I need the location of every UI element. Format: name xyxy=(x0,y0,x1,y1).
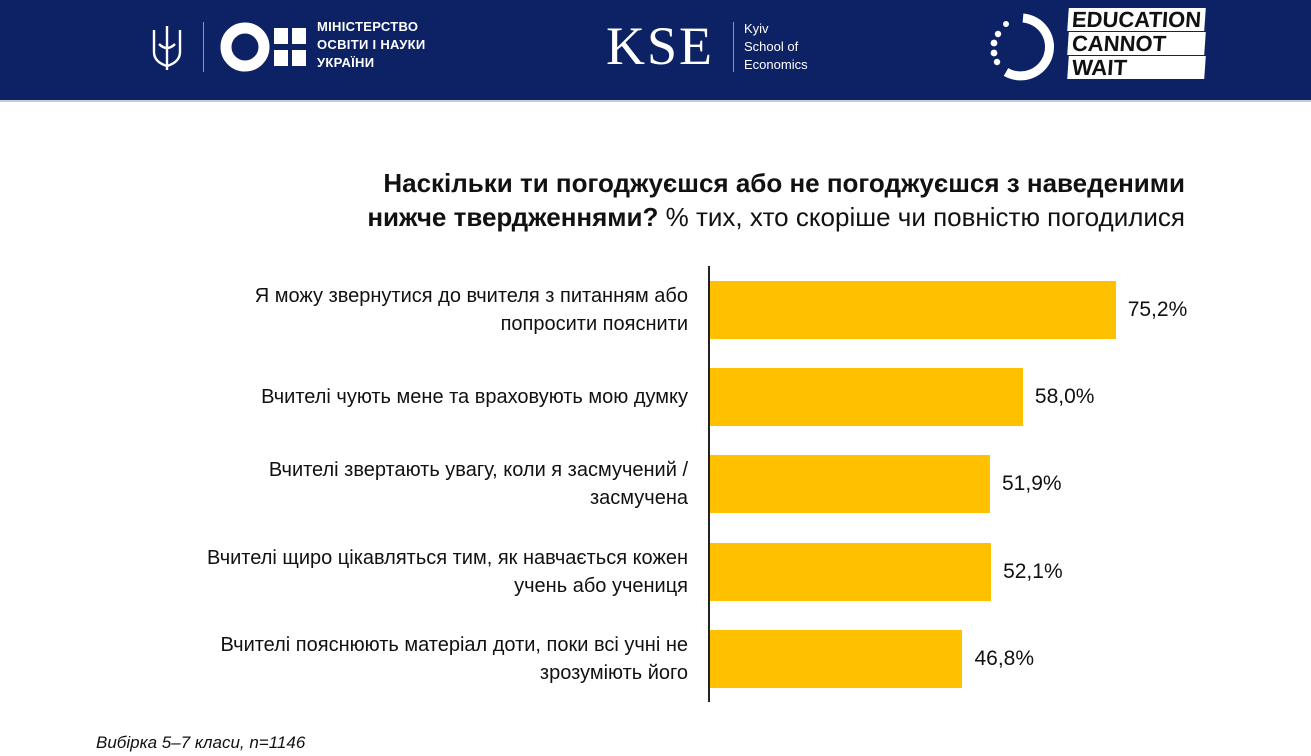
y-axis-line xyxy=(708,266,710,702)
bar-1 xyxy=(710,281,1116,339)
kse-logo: KSE xyxy=(606,16,715,76)
divider xyxy=(203,22,204,72)
ministry-line-1: МІНІСТЕРСТВО xyxy=(317,19,419,34)
kse-divider xyxy=(733,22,734,72)
value-label-3: 51,9% xyxy=(1002,472,1062,496)
bar-2 xyxy=(710,368,1023,427)
ministry-name: МІНІСТЕРСТВО ОСВІТИ І НАУКИ УКРАЇНИ xyxy=(317,18,425,72)
kse-sub-line-3: Economics xyxy=(744,57,808,72)
ecw-word-2: CANNOT xyxy=(1067,31,1206,56)
chart-title-line1: Наскільки ти погоджуєшся або не погоджує… xyxy=(383,168,1185,198)
header-divider xyxy=(0,100,1311,102)
value-label-2: 58,0% xyxy=(1034,385,1095,409)
trident-icon xyxy=(152,26,182,70)
ministry-line-3: УКРАЇНИ xyxy=(317,55,375,70)
kse-subtitle: Kyiv School of Economics xyxy=(744,20,808,74)
kse-sub-line-1: Kyiv xyxy=(744,21,769,36)
category-label-3: Вчителі звертають увагу, коли я засмучен… xyxy=(268,459,688,510)
ecw-logo-words: EDUCATION CANNOT WAIT xyxy=(1067,7,1206,80)
chart-title-line2: нижче твердженнями? xyxy=(367,202,659,232)
category-label-4: Вчителі щиро цікавляться тим, як навчаєт… xyxy=(207,546,688,597)
ministry-logo-icon xyxy=(220,22,306,72)
ecw-ring-icon xyxy=(990,13,1055,81)
chart-subtitle: % тих, хто скоріше чи повністю погодилис… xyxy=(665,202,1185,232)
sample-footnote: Вибірка 5–7 класи, n=1146 xyxy=(96,733,306,752)
bar-3 xyxy=(710,455,990,514)
chart-title-block: Наскільки ти погоджуєшся або не погоджує… xyxy=(367,166,1185,234)
ecw-word-1: EDUCATION xyxy=(1067,7,1206,32)
category-label-1: Я можу звернутися до вчителя з питанням … xyxy=(254,285,688,335)
value-label-4: 52,1% xyxy=(1003,559,1063,583)
value-label-1: 75,2% xyxy=(1127,298,1188,321)
category-label-2: Вчителі чують мене та враховують мою дум… xyxy=(261,386,688,409)
ministry-line-2: ОСВІТИ І НАУКИ xyxy=(317,37,426,52)
value-label-5: 46,8% xyxy=(974,646,1035,670)
kse-sub-line-2: School of xyxy=(744,39,799,54)
bar-4 xyxy=(710,542,992,601)
header-banner: МІНІСТЕРСТВО ОСВІТИ І НАУКИ УКРАЇНИ KSE … xyxy=(0,0,1311,100)
bar-5 xyxy=(710,629,963,688)
ecw-word-3: WAIT xyxy=(1067,55,1206,80)
category-label-5: Вчителі пояснюють матеріал доти, поки вс… xyxy=(220,633,688,684)
